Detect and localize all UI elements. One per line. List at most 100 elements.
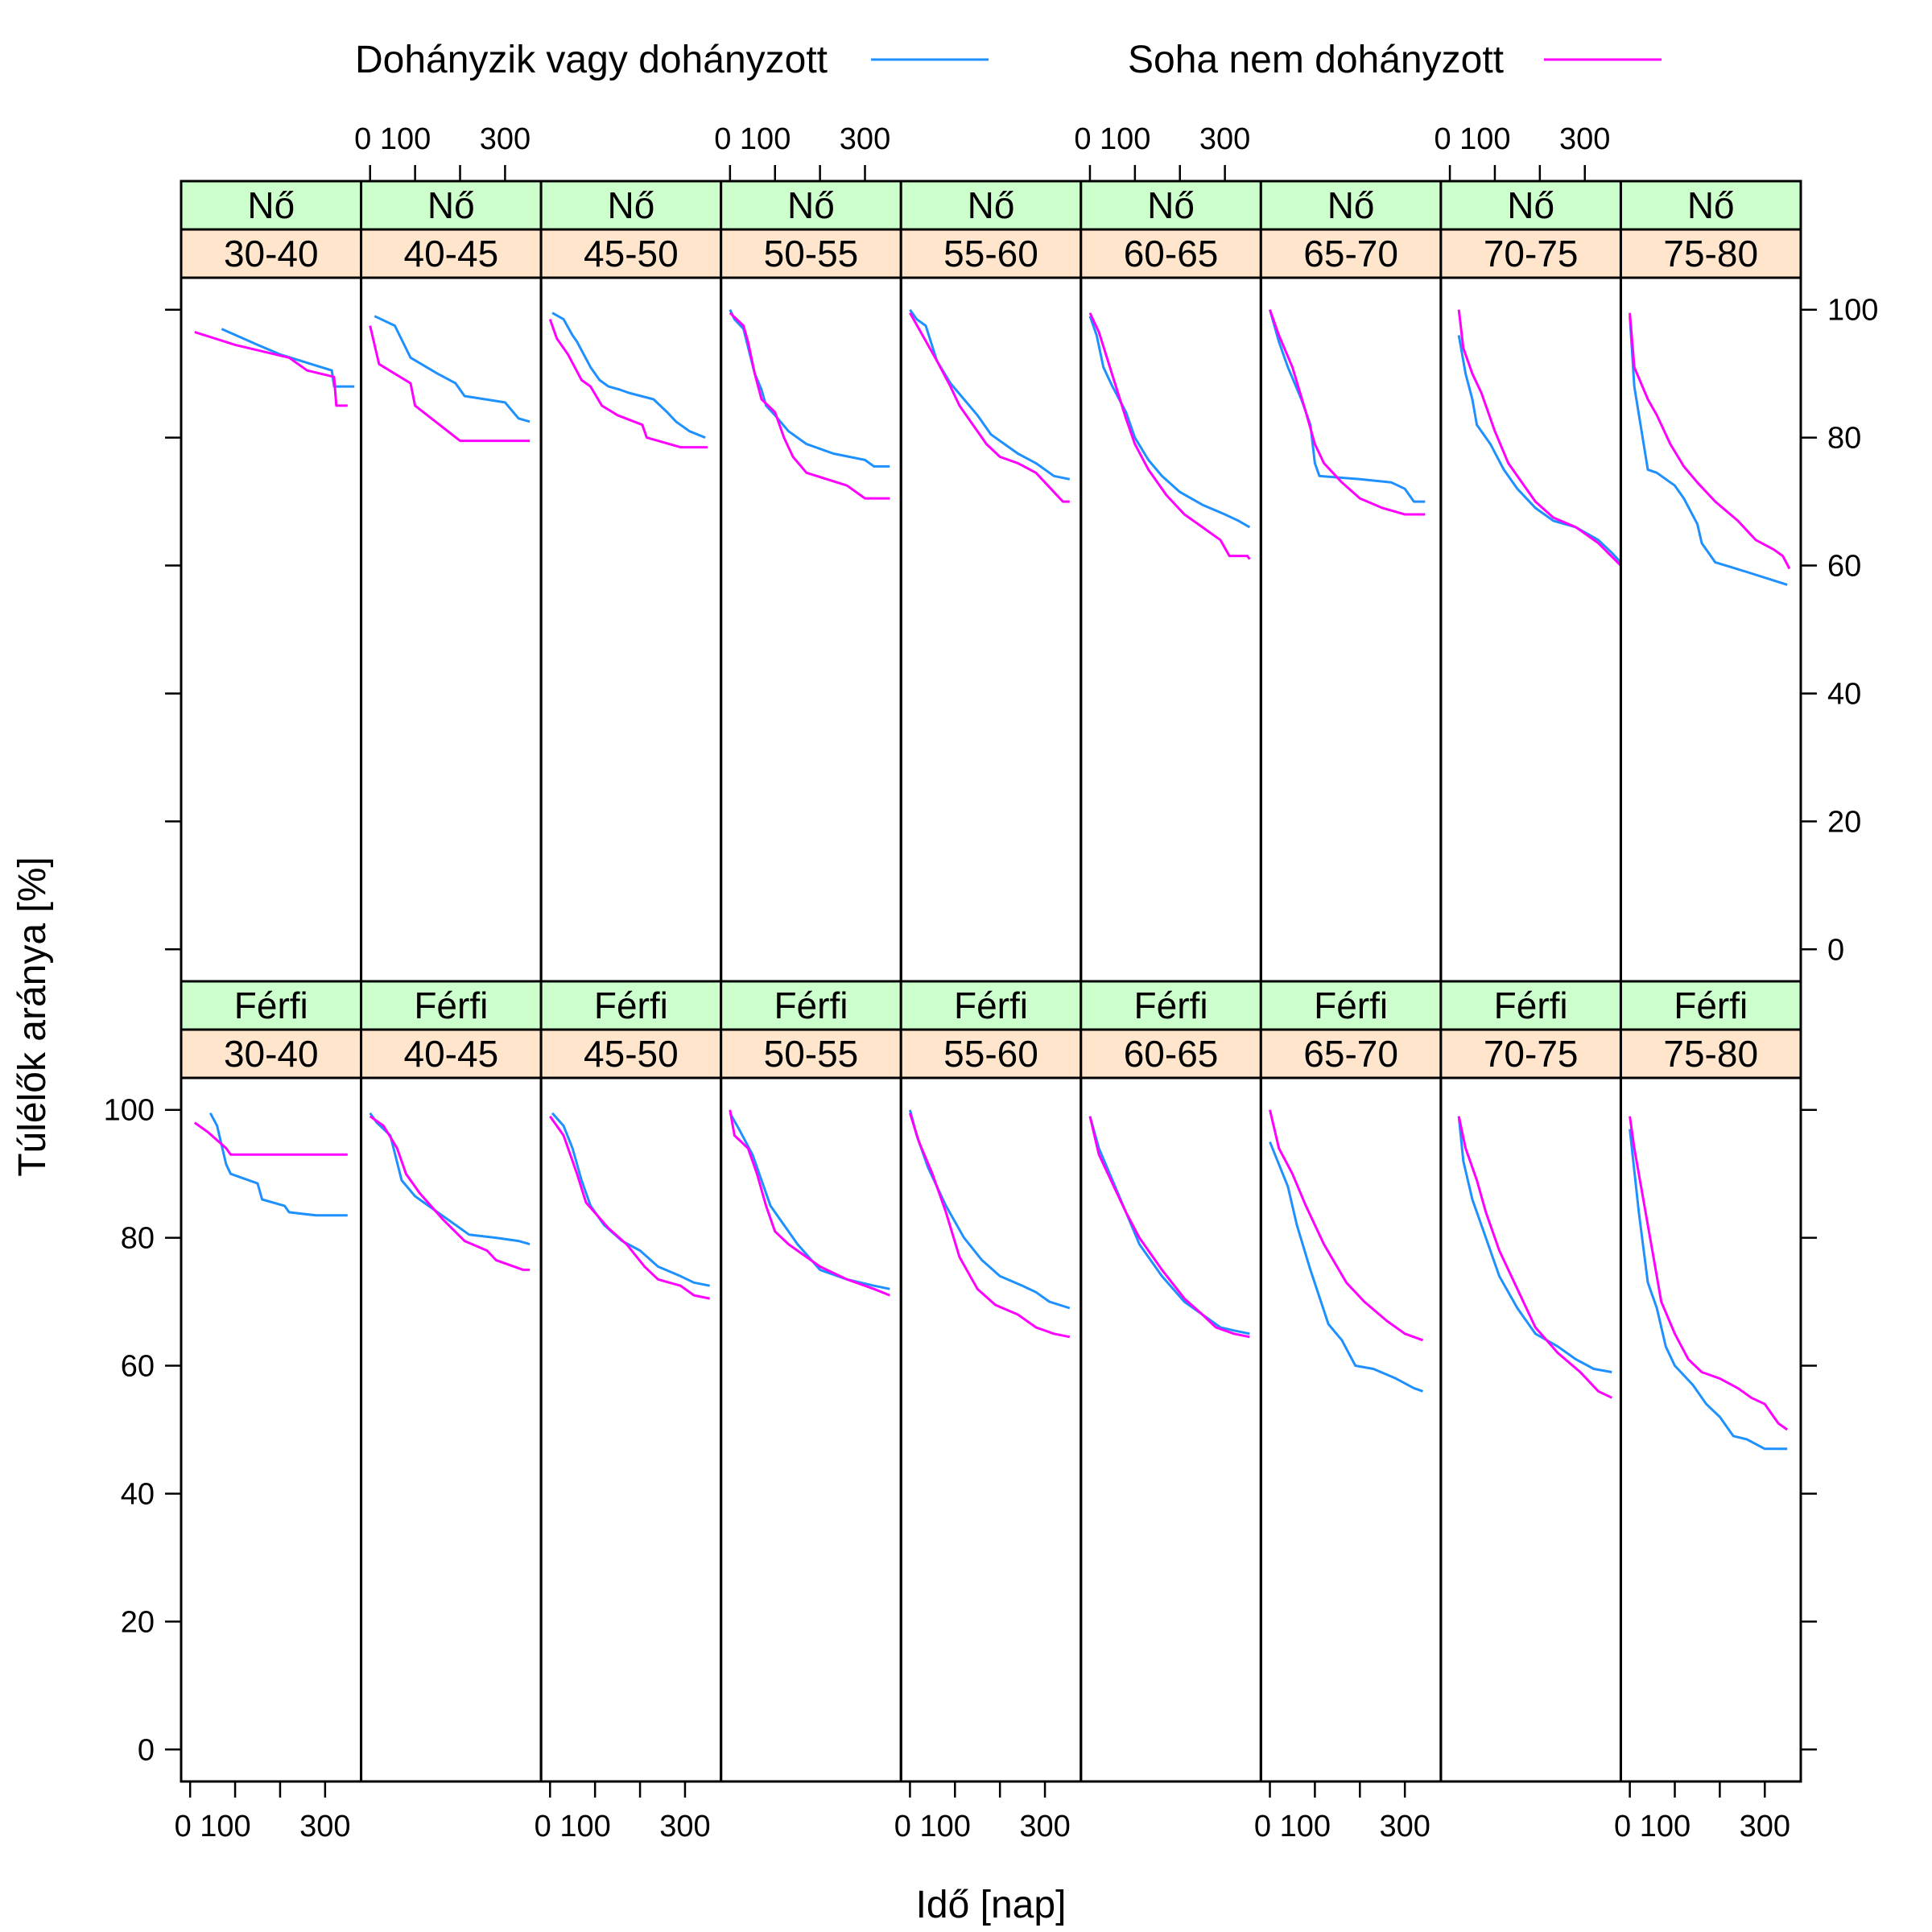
panel-frame (1619, 1076, 1802, 1783)
y-tick-label: 100 (104, 1094, 155, 1128)
series-line-smoker (1088, 1116, 1250, 1335)
panel-frame (1619, 276, 1802, 983)
panel: Nő 65-70 (1259, 180, 1443, 983)
strip-sex-label: Férfi (1494, 985, 1568, 1026)
strip-sex-label: Férfi (414, 985, 488, 1026)
y-tick-label: 20 (1827, 805, 1861, 839)
y-tick-label: 80 (1827, 422, 1861, 456)
panel-frame (1259, 276, 1443, 983)
series-line-nonsmoker (194, 331, 348, 407)
series-line-nonsmoker (1457, 1116, 1612, 1399)
x-tick-label: 300 (840, 122, 890, 156)
x-tick-label: 0 100 (535, 1810, 611, 1843)
strip-sex-label: Nő (1327, 184, 1375, 226)
strip-sex-label: Nő (787, 184, 835, 226)
y-tick-label: 100 (1827, 294, 1878, 328)
strip-sex (1259, 180, 1443, 231)
panels: Nő 30-40 Nő 40-45 Nő 45-50 Nő 50-55 Nő 55-60 Nő 60-… (180, 180, 1802, 1783)
series-line-nonsmoker (909, 312, 1070, 503)
x-tick-label: 0 100 (894, 1810, 971, 1843)
y-tick-label: 20 (121, 1605, 155, 1639)
strip-sex (1619, 180, 1802, 231)
strip-sex (1080, 980, 1262, 1031)
panel: Férfi 45-50 (539, 980, 723, 1783)
strip-age (1439, 228, 1622, 279)
panel: Férfi 60-65 (1080, 980, 1262, 1783)
series-line-smoker (1088, 316, 1251, 529)
y-tick-label: 0 (138, 1733, 155, 1767)
strip-sex-label: Férfi (1314, 985, 1388, 1026)
panel-frame (180, 1076, 363, 1783)
x-axis-label: Idő [nap] (916, 1884, 1067, 1926)
strip-age (539, 1028, 723, 1080)
series-line-nonsmoker (1269, 309, 1426, 516)
strip-sex-label: Férfi (594, 985, 668, 1026)
strip-age-label: 60-65 (1124, 1033, 1219, 1075)
strip-sex-label: Nő (247, 184, 295, 226)
panel-frame (899, 1076, 1083, 1783)
series-line-nonsmoker (729, 312, 890, 500)
legend-label-nonsmoker: Soha nem dohányzott (1128, 39, 1504, 81)
x-tick-label: 300 (1379, 1810, 1430, 1843)
x-tick-label: 0 100 (1614, 1810, 1690, 1843)
panel: Nő 55-60 (899, 180, 1083, 983)
series-line-nonsmoker (1088, 312, 1251, 560)
x-tick-label: 300 (1740, 1810, 1790, 1843)
series-line-smoker (1457, 335, 1622, 564)
strip-age-label: 70-75 (1484, 233, 1579, 275)
panel-frame (360, 276, 543, 983)
x-tick-label: 300 (1559, 122, 1610, 156)
strip-sex (720, 980, 902, 1031)
panel-frame (720, 1076, 902, 1783)
series-line-smoker (909, 308, 1071, 481)
x-tick-label: 300 (1199, 122, 1250, 156)
strip-sex-label: Nő (427, 184, 475, 226)
panel: Férfi 40-45 (360, 980, 543, 1783)
strip-sex-label: Nő (607, 184, 654, 226)
panel-frame (539, 276, 723, 983)
series-line-smoker (1457, 1116, 1612, 1373)
strip-sex (1439, 980, 1622, 1031)
panel: Nő 40-45 (360, 180, 543, 983)
panel: Férfi 30-40 (180, 980, 363, 1783)
strip-sex (1439, 180, 1622, 231)
strip-sex (1619, 980, 1802, 1031)
series-line-smoker (908, 1109, 1071, 1310)
strip-sex-label: Nő (1687, 184, 1735, 226)
strip-sex-label: Nő (1507, 184, 1554, 226)
series-line-nonsmoker (369, 325, 530, 443)
panel-frame (1080, 276, 1262, 983)
x-tick-label: 0 100 (714, 122, 791, 156)
panel-frame (539, 1076, 723, 1783)
series-line-nonsmoker (1269, 1109, 1424, 1342)
strip-sex-label: Férfi (954, 985, 1028, 1026)
strip-age (1619, 228, 1802, 279)
panel: Férfi 65-70 (1259, 980, 1443, 1783)
panel: Nő 30-40 (180, 180, 363, 983)
strip-age (360, 1028, 543, 1080)
y-tick-label: 40 (1827, 677, 1861, 711)
strip-sex (720, 180, 902, 231)
x-tick-label: 0 100 (1434, 122, 1510, 156)
series-line-nonsmoker (193, 1121, 348, 1156)
panel: Férfi 70-75 (1439, 980, 1622, 1783)
panel: Férfi 50-55 (720, 980, 902, 1783)
panel-frame (720, 276, 902, 983)
strip-sex-label: Férfi (234, 985, 308, 1026)
x-tick-label: 0 100 (175, 1810, 251, 1843)
panel: Férfi 75-80 (1619, 980, 1802, 1783)
x-tick-label: 300 (299, 1810, 350, 1843)
strip-sex (360, 980, 543, 1031)
series-line-smoker (551, 1112, 710, 1287)
series-line-smoker (208, 1112, 348, 1217)
strip-age-label: 50-55 (764, 1033, 859, 1075)
strip-sex (1080, 180, 1262, 231)
axes: 0 100 300 0 100 300 0 100 300 0 100 300 0 100 300… (104, 122, 1879, 1843)
strip-age-label: 55-60 (943, 233, 1038, 275)
panel-frame (360, 1076, 543, 1783)
strip-age-label: 55-60 (943, 1033, 1038, 1075)
strip-age (720, 228, 902, 279)
series-line-smoker (1629, 1129, 1788, 1451)
series-line-smoker (369, 1112, 530, 1246)
